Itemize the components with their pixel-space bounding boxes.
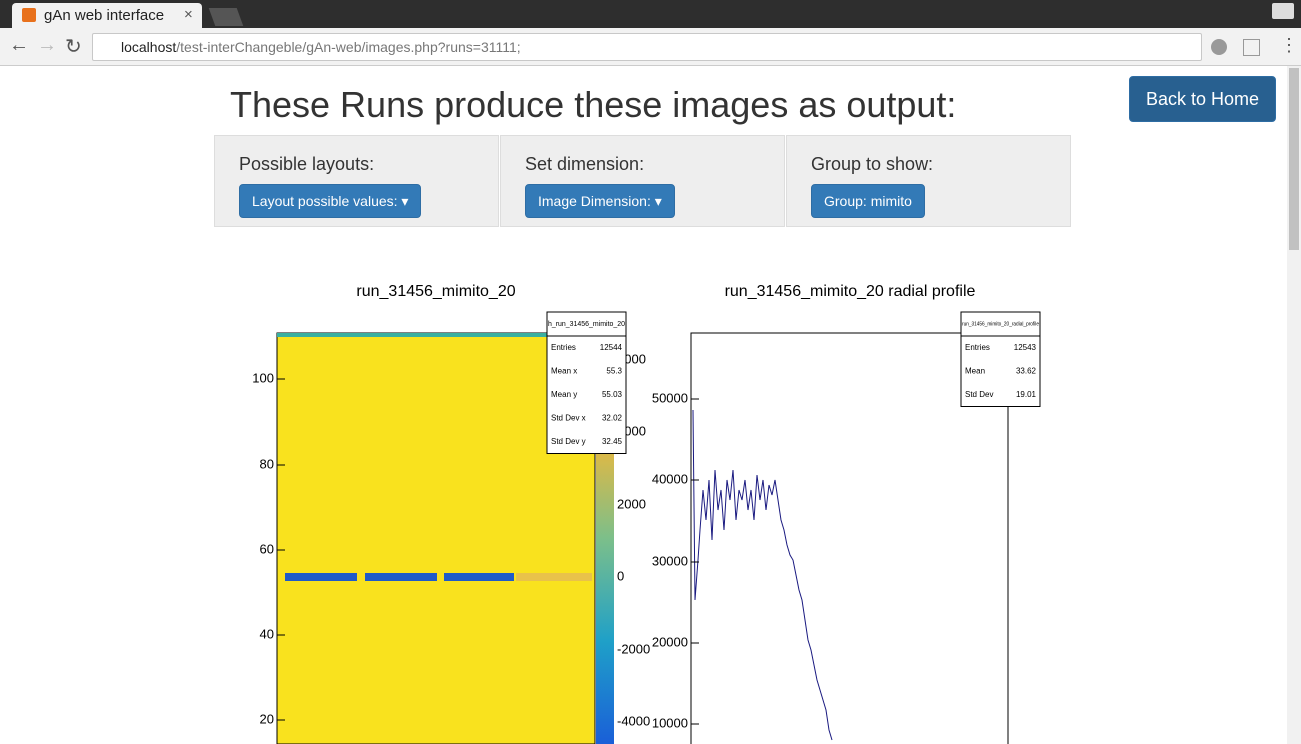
url-path: /test-interChangeble/gAn-web/images.php?… xyxy=(176,39,521,55)
stats-label: Mean xyxy=(965,367,985,376)
heatmap-row xyxy=(444,573,514,581)
z-tick-label: -2000 xyxy=(617,641,650,656)
y-tick-label: 20000 xyxy=(652,634,688,649)
plot-title: run_31456_mimito_20 radial profile xyxy=(725,283,976,300)
tab-bar: gAn web interface × xyxy=(0,0,1301,28)
url-host: localhost xyxy=(121,39,177,55)
z-tick-label: 2000 xyxy=(617,496,646,511)
dropdown-button[interactable]: Group: mimito xyxy=(811,184,925,218)
stats-label: Std Dev y xyxy=(551,437,586,446)
panel-label: Possible layouts: xyxy=(239,154,375,174)
y-tick-label: 40000 xyxy=(652,471,688,486)
stats-value: 12543 xyxy=(1014,343,1037,352)
y-tick-label: 60 xyxy=(260,541,274,556)
extension[interactable] xyxy=(1243,39,1260,56)
stats-label: Mean x xyxy=(551,367,577,376)
menu[interactable]: ⋮ xyxy=(1280,35,1298,55)
panel: Possible layouts: Layout possible values… xyxy=(214,135,499,227)
stats-title: run_31456_mimito_20_radial_profile xyxy=(962,321,1039,327)
tab-title: gAn web interface xyxy=(44,7,165,24)
stats-value: 55.03 xyxy=(602,390,623,399)
profile-line xyxy=(692,409,833,741)
heatmap-row xyxy=(285,573,357,581)
dropdown-button[interactable]: Image Dimension: ▾ xyxy=(525,184,675,218)
address-bar[interactable]: localhost/test-interChangeble/gAn-web/im… xyxy=(92,33,1202,61)
stats-label: Entries xyxy=(965,343,990,352)
stats-label: Std Dev xyxy=(965,390,993,399)
dropdown-button[interactable]: Layout possible values: ▾ xyxy=(239,184,422,218)
stats-value: 12544 xyxy=(600,343,623,352)
y-tick-label: 20 xyxy=(260,711,274,726)
button-text: Image Dimension: xyxy=(538,193,651,209)
panel: Group to show: Group: mimito xyxy=(786,135,1071,227)
stats-label: Mean y xyxy=(551,390,577,399)
button-text: Layout possible values: xyxy=(252,193,398,209)
profile-image xyxy=(690,332,1009,744)
scrollbar[interactable] xyxy=(1287,66,1301,744)
back-home-button[interactable]: Back to Home xyxy=(1129,76,1276,122)
panel-label: Set dimension: xyxy=(525,154,645,174)
y-tick-label: 10000 xyxy=(652,715,688,730)
heading: These Runs produce these images as outpu… xyxy=(230,84,957,125)
z-tick-label: -4000 xyxy=(617,713,650,728)
y-tick-label: 80 xyxy=(260,456,274,471)
plot-title: run_31456_mimito_20 xyxy=(356,283,515,300)
tab[interactable]: gAn web interface × xyxy=(12,3,202,28)
reload[interactable]: ↻ xyxy=(65,36,82,58)
y-tick-label: 40 xyxy=(260,626,274,641)
stats-value: 55.3 xyxy=(606,367,622,376)
stats-value: 19.01 xyxy=(1016,390,1037,399)
y-tick-label: 30000 xyxy=(652,553,688,568)
stats-value: 33.62 xyxy=(1016,367,1037,376)
stats-title: h_run_31456_mimito_20 xyxy=(548,321,625,328)
extension[interactable] xyxy=(1211,39,1227,55)
heatmap-row xyxy=(365,573,437,581)
scroll-thumb[interactable] xyxy=(1289,68,1299,250)
heatmap xyxy=(276,332,596,744)
tab-icon xyxy=(22,8,36,22)
stats-box xyxy=(960,311,1041,407)
panel-label: Group to show: xyxy=(811,154,934,174)
back[interactable]: ← xyxy=(9,34,29,56)
plot-frame xyxy=(690,332,1009,744)
stats-value: 32.45 xyxy=(602,437,623,446)
stats-label: Entries xyxy=(551,343,576,352)
stats-box xyxy=(546,311,627,454)
forward[interactable]: → xyxy=(37,34,57,56)
z-tick-label: 0 xyxy=(617,568,624,583)
stats-label: Std Dev x xyxy=(551,414,586,423)
panel: Set dimension: Image Dimension: ▾ xyxy=(500,135,785,227)
heatmap-row xyxy=(516,573,592,581)
tab-close[interactable]: × xyxy=(184,6,193,23)
heatmap-row xyxy=(277,333,595,337)
y-tick-label: 50000 xyxy=(652,390,688,405)
stats-value: 32.02 xyxy=(602,414,623,423)
histogram-image xyxy=(276,332,614,744)
y-tick-label: 100 xyxy=(252,370,274,385)
profile[interactable] xyxy=(1272,3,1294,19)
